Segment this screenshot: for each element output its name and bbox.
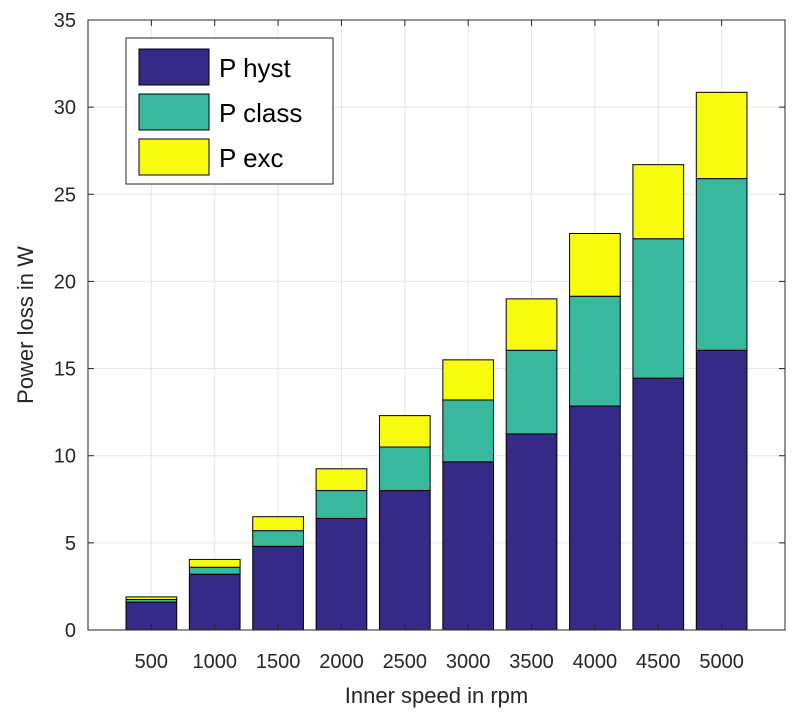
bar-segment-p-exc (442, 359, 495, 401)
legend-label: P hyst (219, 53, 292, 83)
y-tick-label: 5 (65, 533, 76, 555)
bar-segment-p-class (188, 566, 241, 575)
x-tick-label: 1000 (192, 651, 237, 673)
bar-segment-p-exc (188, 558, 241, 568)
y-tick-label: 20 (54, 271, 76, 293)
x-axis-ticks: 500 1000 1500 2000 2500 3000 3500 4000 4500 5000 (135, 20, 744, 673)
bar-segment-p-class (695, 178, 748, 351)
y-tick-label: 35 (54, 10, 76, 32)
bar-segment-p-hyst (315, 517, 368, 631)
bar-segment-p-exc (252, 516, 304, 532)
legend-swatch (138, 138, 210, 176)
bar-segment-p-exc (315, 468, 368, 492)
bar-segment-p-exc (569, 233, 621, 297)
y-tick-label: 30 (54, 97, 76, 119)
x-tick-label: 4000 (573, 651, 618, 673)
x-tick-label: 4500 (636, 651, 681, 673)
bar-segment-p-class (378, 446, 431, 492)
x-tick-label: 500 (135, 651, 168, 673)
bar-segment-p-class (569, 295, 621, 407)
bar-segment-p-hyst (252, 545, 304, 631)
x-tick-label: 1500 (256, 651, 301, 673)
bar-segment-p-class (442, 399, 495, 463)
legend: P hyst P class P exc (125, 37, 334, 185)
bar-segment-p-hyst (695, 349, 748, 631)
bar-segment-p-class (252, 530, 304, 547)
y-tick-label: 0 (65, 620, 76, 642)
x-tick-label: 5000 (699, 651, 744, 673)
bar-segment-p-hyst (569, 405, 621, 631)
y-tick-label: 25 (54, 184, 76, 206)
bar-segment-p-hyst (442, 461, 495, 631)
bar-segment-p-class (315, 490, 368, 519)
legend-label: P exc (219, 143, 284, 173)
x-axis-label: Inner speed in rpm (345, 683, 528, 708)
y-tick-label: 15 (54, 359, 76, 381)
x-tick-label: 3500 (509, 651, 554, 673)
bar-segment-p-exc (695, 91, 748, 180)
bar-segment-p-hyst (632, 377, 685, 631)
x-tick-label: 3000 (446, 651, 491, 673)
bar-segment-p-exc (632, 164, 685, 240)
bar-segment-p-exc (378, 415, 431, 448)
legend-label: P class (219, 98, 302, 128)
bar-segment-p-exc (125, 596, 178, 601)
bar-segment-p-hyst (505, 433, 558, 631)
bar-segment-p-exc (505, 298, 558, 351)
x-tick-label: 2500 (383, 651, 428, 673)
x-tick-label: 2000 (319, 651, 364, 673)
plot-frame (87, 19, 786, 631)
bars (125, 91, 748, 631)
bar-segment-p-class (632, 238, 685, 379)
bar-segment-p-hyst (188, 573, 241, 631)
legend-swatch (138, 93, 210, 131)
y-axis-label: Power loss in W (13, 246, 38, 404)
y-tick-label: 10 (54, 446, 76, 468)
y-axis-ticks: 0 5 10 15 20 25 30 35 (54, 10, 785, 642)
bar-segment-p-hyst (378, 490, 431, 631)
bar-segment-p-class (505, 349, 558, 435)
legend-swatch (138, 48, 210, 86)
